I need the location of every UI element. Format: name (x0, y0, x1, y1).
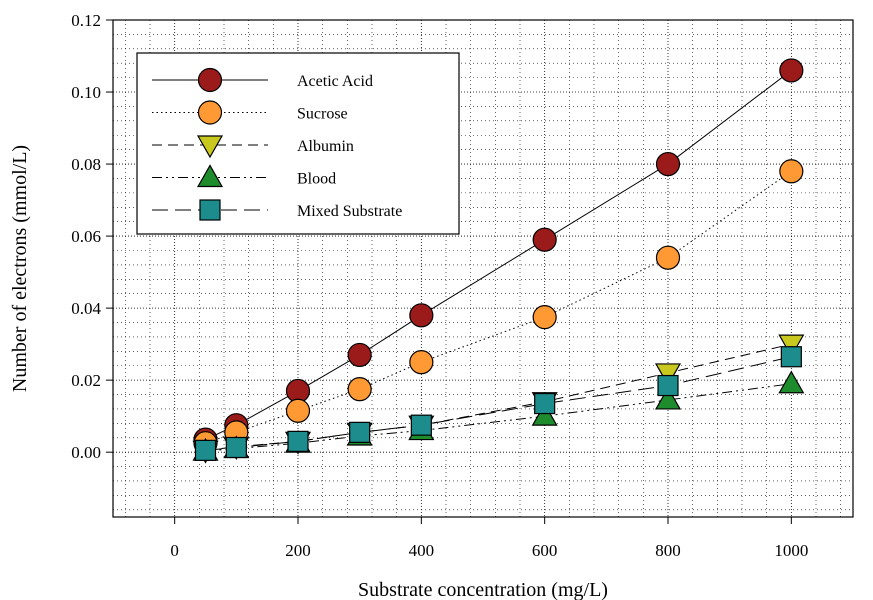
y-tick-label: 0.00 (71, 443, 101, 462)
x-tick-label: 1000 (774, 541, 808, 560)
data-point-mixed-substrate (225, 436, 247, 459)
data-point-mixed-substrate (410, 414, 432, 436)
grid (113, 19, 853, 517)
x-tick-label: 600 (532, 541, 558, 560)
data-point-acetic-acid (409, 303, 434, 328)
data-point-blood (654, 386, 682, 410)
data-point-mixed-substrate (780, 346, 802, 368)
data-point-albumin (654, 363, 682, 387)
y-tick-label: 0.10 (71, 83, 101, 102)
y-tick-label: 0.04 (71, 299, 101, 318)
x-tick-label: 800 (655, 541, 681, 560)
data-point-sucrose (409, 350, 434, 375)
data-point-mixed-substrate (657, 374, 679, 397)
x-tick-label: 200 (285, 541, 311, 560)
data-point-acetic-acid (532, 227, 557, 252)
legend-marker-blood (196, 164, 224, 188)
data-point-mixed-substrate (287, 430, 309, 452)
axis-ticks: 0 200 400 600 800 1000 0.00 0.02 0.04 0.06 0.08 0.1… (71, 11, 808, 560)
data-point-albumin (778, 334, 805, 358)
plot-frame (112, 19, 854, 518)
data-point-acetic-acid (655, 151, 681, 177)
x-tick-label: 400 (409, 541, 435, 560)
data-point-mixed-substrate (349, 421, 371, 443)
legend-box (136, 52, 460, 235)
series-line-mixed-substrate (205, 356, 792, 451)
y-tick-label: 0.08 (71, 155, 101, 174)
legend-label-acetic-acid: Acetic Acid (297, 73, 373, 90)
data-point-sucrose (347, 377, 372, 402)
data-point-sucrose (655, 245, 681, 270)
legend-marker-acetic-acid (197, 67, 223, 93)
data-point-sucrose (285, 398, 311, 423)
data-point-mixed-substrate (534, 392, 556, 415)
data-point-sucrose (779, 159, 804, 184)
data-point-blood (531, 402, 558, 426)
x-axis-title: Substrate concentration (mg/L) (358, 579, 608, 600)
series-markers (192, 58, 805, 464)
legend-label-mixed-substrate: Mixed Substrate (297, 203, 402, 220)
y-tick-label: 0.12 (71, 11, 101, 30)
legend-marker-sucrose (197, 100, 223, 125)
legend-label-blood: Blood (297, 171, 336, 188)
data-point-acetic-acid (347, 342, 372, 368)
legend-label-sucrose: Sucrose (297, 106, 348, 123)
data-point-mixed-substrate (194, 439, 217, 461)
x-tick-label: 0 (170, 541, 179, 560)
data-point-blood (778, 370, 805, 394)
legend: Acetic Acid Sucrose Albumin Blood Mixed Subs… (136, 52, 460, 235)
data-point-sucrose (532, 305, 557, 330)
y-axis-title: Number of electrons (mmol/L) (9, 145, 31, 392)
y-tick-label: 0.02 (71, 371, 101, 390)
data-point-acetic-acid (779, 58, 804, 83)
legend-label-albumin: Albumin (297, 138, 354, 155)
y-tick-label: 0.06 (71, 227, 101, 246)
legend-marker-albumin (196, 135, 224, 159)
legend-marker-mixed-substrate (199, 199, 221, 221)
